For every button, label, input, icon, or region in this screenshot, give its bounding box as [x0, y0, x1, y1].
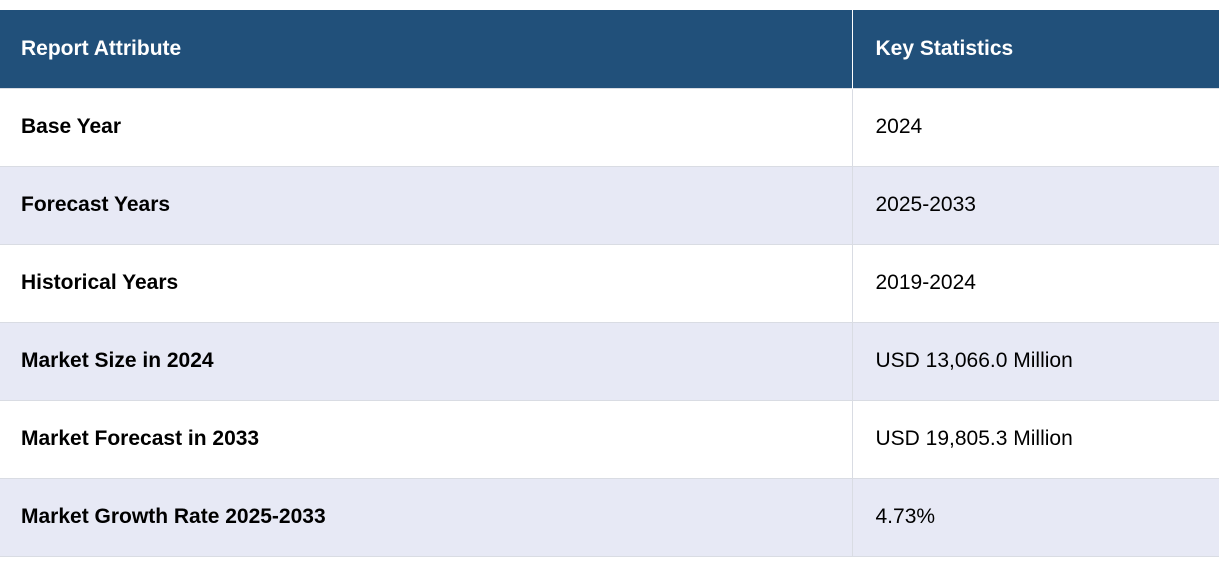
row-value-forecast-years: 2025-2033 — [851, 165, 1219, 245]
row-attribute-growth-rate: Market Growth Rate 2025-2033 — [0, 477, 852, 557]
row-value-market-size: USD 13,066.0 Million — [851, 321, 1219, 401]
row-attribute-forecast-years: Forecast Years — [0, 165, 852, 245]
row-attribute-historical-years: Historical Years — [0, 243, 852, 323]
report-statistics-table-container: Report Attribute Key Statistics Base Yea… — [0, 10, 1219, 557]
row-value-historical-years: 2019-2024 — [851, 243, 1219, 323]
row-attribute-market-size: Market Size in 2024 — [0, 321, 852, 401]
row-value-base-year: 2024 — [851, 87, 1219, 167]
table-row: Market Forecast in 2033 USD 19,805.3 Mil… — [0, 399, 1219, 479]
header-key-statistics: Key Statistics — [851, 10, 1219, 88]
row-value-growth-rate: 4.73% — [851, 477, 1219, 557]
row-attribute-market-forecast: Market Forecast in 2033 — [0, 399, 852, 479]
table-body: Base Year 2024 Forecast Years 2025-2033 … — [0, 87, 1219, 557]
table-row: Base Year 2024 — [0, 87, 1219, 167]
table-row: Market Growth Rate 2025-2033 4.73% — [0, 477, 1219, 557]
header-report-attribute: Report Attribute — [0, 10, 852, 88]
header-row: Report Attribute Key Statistics — [0, 10, 1219, 88]
row-attribute-base-year: Base Year — [0, 87, 852, 167]
row-value-market-forecast: USD 19,805.3 Million — [851, 399, 1219, 479]
report-statistics-table: Report Attribute Key Statistics Base Yea… — [0, 10, 1219, 557]
table-header: Report Attribute Key Statistics — [0, 10, 1219, 88]
table-row: Market Size in 2024 USD 13,066.0 Million — [0, 321, 1219, 401]
table-row: Historical Years 2019-2024 — [0, 243, 1219, 323]
table-row: Forecast Years 2025-2033 — [0, 165, 1219, 245]
